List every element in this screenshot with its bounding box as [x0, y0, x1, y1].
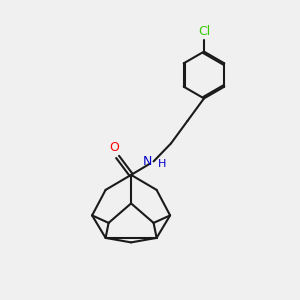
Text: N: N: [143, 155, 152, 168]
Text: O: O: [110, 141, 119, 154]
Text: Cl: Cl: [198, 25, 210, 38]
Text: H: H: [158, 159, 166, 169]
